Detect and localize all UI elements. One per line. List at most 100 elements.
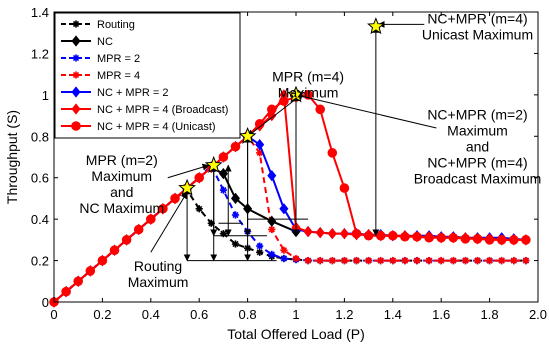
annotation-text: Maximum [447,123,508,139]
x-tick-label: 1.2 [335,307,353,322]
data-point [413,256,421,265]
data-point [280,246,288,254]
legend-entry: NC [61,35,113,48]
legend: Routing NC MPR = 2 MPR = 4 NC + MPR = 2 NC + … [54,12,241,139]
x-tick-label: 0 [50,307,57,322]
asterisk-stroke [522,257,529,264]
legend-marker [71,121,81,131]
data-point [377,256,385,265]
data-point [109,245,120,256]
data-layer [49,89,531,308]
annotation-text: Unicast Maximum [422,27,533,43]
legend-label: MPR = 4 [97,70,140,82]
legend-entry: NC + MPR = 2 [61,86,169,99]
data-point [484,235,495,245]
annotation-text: MPR (m=4) [272,69,344,85]
asterisk-stroke [401,257,408,264]
legend-entry: MPR = 2 [61,53,140,65]
data-point [292,254,300,263]
asterisk-stroke [353,257,360,264]
data-point [327,228,337,240]
asterisk-stroke [280,247,287,254]
pointer-arrow [150,191,188,253]
pointer-arrow [247,98,297,137]
x-tick-label: 0.6 [190,307,208,322]
legend-box [54,12,241,139]
asterisk-stroke [474,257,481,264]
annotation-text: NC Maximum [79,200,164,216]
data-point [146,214,156,224]
asterisk-stroke [256,242,263,250]
data-point [339,183,350,193]
data-point [268,250,276,258]
annotation-text: Maximum [278,85,339,101]
asterisk-stroke [280,255,287,262]
data-point [230,141,241,152]
data-point [303,225,313,238]
asterisk-stroke [426,257,433,264]
annotation-text: and [110,184,133,200]
data-point [365,256,373,265]
y-tick-label: 1.2 [31,46,49,61]
maximum-star [178,178,196,196]
asterisk-stroke [450,257,457,264]
y-tick-label: 0.8 [31,129,49,144]
legend-marker [72,20,80,28]
data-point [280,254,288,263]
data-point [316,256,324,265]
data-point [328,256,336,265]
data-point [389,256,397,265]
asterisk-stroke [413,257,421,264]
data-point [472,234,483,244]
legend-label: NC [97,36,113,48]
y-tick-label: 1.4 [31,5,49,20]
data-point [412,231,422,242]
y-tick-label: 0.2 [31,254,49,269]
legend-label: MPR = 2 [97,53,140,65]
asterisk-stroke [256,249,263,256]
legend-label: Routing [97,19,135,31]
asterisk-stroke [72,20,80,28]
x-tick-label: 1.4 [384,307,402,322]
annotation-text: and [466,139,489,155]
asterisk-stroke [377,257,384,264]
annotation-text: Broadcast Maximum [414,171,542,187]
data-point [400,231,410,242]
asterisk-stroke [305,257,312,264]
pointer-arrow [295,92,437,129]
data-point [219,186,227,194]
y-axis-label: Throughput (S) [4,110,20,204]
data-point [315,104,326,115]
x-axis-label: Total Offered Load (P) [227,326,364,342]
asterisk-stroke [510,257,517,264]
data-point [351,228,362,239]
data-point [195,205,203,213]
data-point [473,256,482,265]
y-tick-label: 1 [42,88,49,103]
legend-entry: MPR = 4 [61,70,140,82]
asterisk-stroke [292,255,300,262]
asterisk-stroke [486,257,493,264]
data-point [279,96,289,106]
data-point [510,256,518,265]
legend-entry: NC + MPR = 4 (Broadcast) [61,103,228,116]
maximum-star [287,85,305,103]
annotation-text: NC+MPR (m=4) [427,155,527,171]
legend-label: NC + MPR = 2 [97,87,169,99]
asterisk-stroke [196,205,203,212]
data-point [85,266,96,276]
data-point [268,225,276,234]
data-point [279,203,289,215]
annotation-text: NC+MPR (m=2) [427,107,527,123]
legend-entry: Routing [61,19,135,31]
data-point [194,172,204,183]
data-point [522,256,530,265]
asterisk-stroke [317,257,324,264]
data-point [327,148,338,158]
x-tick-label: 0.8 [239,307,257,322]
x-tick-label: 1.8 [481,307,499,322]
legend-entry: NC + MPR = 4 (Unicast) [61,121,216,133]
asterisk-stroke [232,240,239,248]
